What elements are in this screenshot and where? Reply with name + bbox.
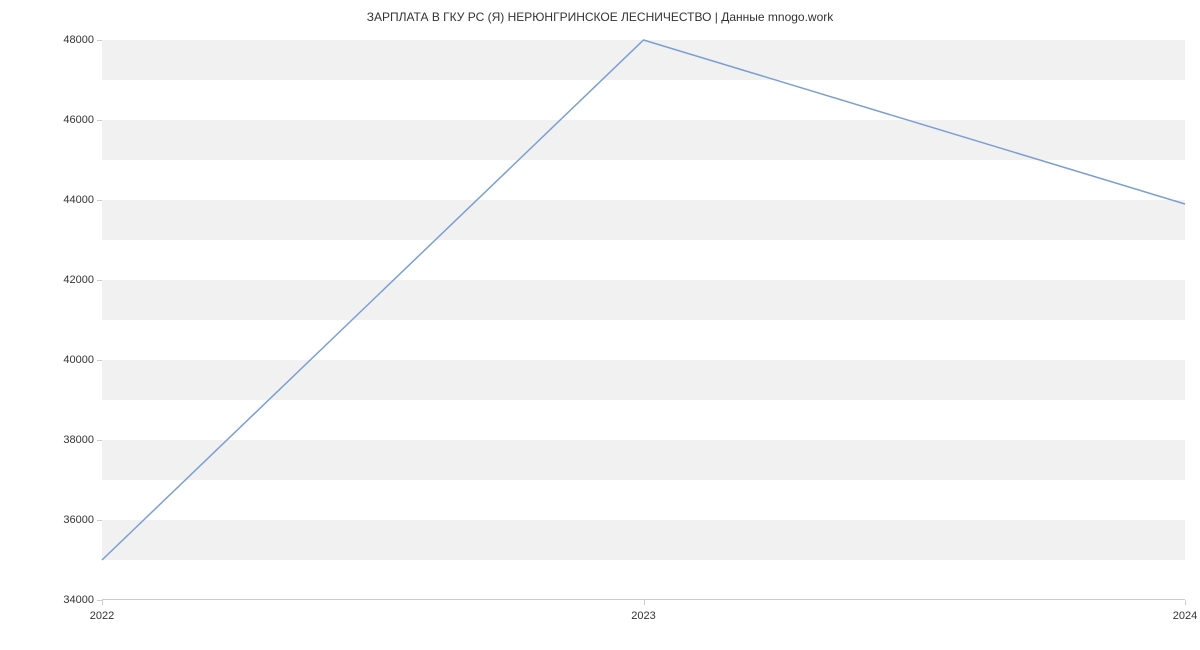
salary-line-chart: ЗАРПЛАТА В ГКУ РС (Я) НЕРЮНГРИНСКОЕ ЛЕСН… bbox=[0, 0, 1200, 650]
plot-area: 3400036000380004000042000440004600048000… bbox=[102, 40, 1185, 600]
chart-title: ЗАРПЛАТА В ГКУ РС (Я) НЕРЮНГРИНСКОЕ ЛЕСН… bbox=[0, 10, 1200, 24]
y-tick-mark bbox=[97, 360, 102, 361]
y-tick-label: 36000 bbox=[63, 514, 94, 526]
line-layer bbox=[102, 40, 1185, 600]
y-tick-mark bbox=[97, 440, 102, 441]
y-tick-mark bbox=[97, 520, 102, 521]
y-tick-label: 42000 bbox=[63, 274, 94, 286]
x-tick-mark bbox=[102, 600, 103, 605]
x-tick-mark bbox=[1185, 600, 1186, 605]
x-tick-label: 2023 bbox=[631, 610, 655, 622]
y-tick-mark bbox=[97, 40, 102, 41]
series-line-salary bbox=[102, 40, 1185, 560]
y-tick-label: 48000 bbox=[63, 34, 94, 46]
y-tick-mark bbox=[97, 120, 102, 121]
y-tick-mark bbox=[97, 280, 102, 281]
y-tick-label: 38000 bbox=[63, 434, 94, 446]
y-tick-mark bbox=[97, 200, 102, 201]
x-tick-mark bbox=[644, 600, 645, 605]
y-tick-label: 46000 bbox=[63, 114, 94, 126]
y-tick-label: 34000 bbox=[63, 594, 94, 606]
y-tick-label: 44000 bbox=[63, 194, 94, 206]
x-tick-label: 2022 bbox=[90, 610, 114, 622]
y-tick-label: 40000 bbox=[63, 354, 94, 366]
x-tick-label: 2024 bbox=[1173, 610, 1197, 622]
